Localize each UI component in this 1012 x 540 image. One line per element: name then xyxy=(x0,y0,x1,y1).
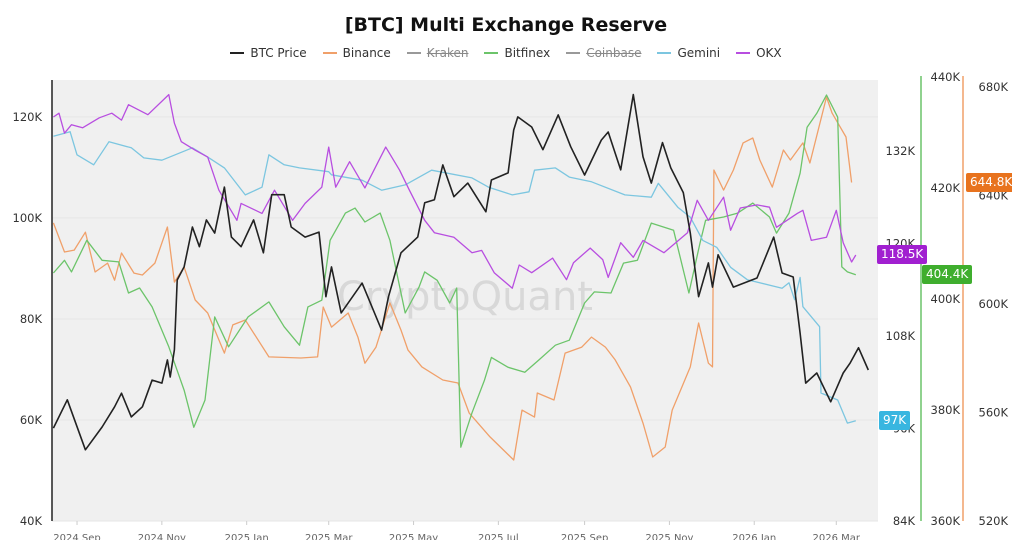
legend-swatch xyxy=(406,52,421,54)
y-tick-label-price: 40K xyxy=(20,514,43,528)
y-tick-label-binance: 600K xyxy=(979,297,1009,311)
plot-area xyxy=(52,80,878,521)
x-tick-label: 2026 Jan xyxy=(732,533,776,540)
legend-swatch xyxy=(230,52,245,54)
x-tick-label: 2025 Jul xyxy=(478,533,519,540)
x-tick-label: 2025 Mar xyxy=(305,533,353,540)
x-tick-label: 2025 Nov xyxy=(645,533,693,540)
legend-label: Gemini xyxy=(677,46,721,60)
legend-label: Coinbase xyxy=(586,46,642,60)
y-tick-label-price: 100K xyxy=(13,211,43,225)
legend-swatch xyxy=(322,52,337,54)
legend-item-btc-price[interactable]: BTC Price xyxy=(230,46,307,60)
legend-label: Bitfinex xyxy=(504,46,551,60)
y-tick-label-bitfinex: 440K xyxy=(931,70,961,84)
y-tick-label-bitfinex: 360K xyxy=(931,514,961,528)
y-tick-label-inner: 108K xyxy=(886,329,916,343)
y-tick-label-inner: 84K xyxy=(893,514,916,528)
x-tick-label: 2024 Sep xyxy=(53,533,100,540)
legend-item-kraken[interactable]: Kraken xyxy=(406,46,469,60)
chart-title: [BTC] Multi Exchange Reserve xyxy=(344,14,668,36)
y-tick-label-binance: 520K xyxy=(979,514,1009,528)
watermark: CryptoQuant xyxy=(337,274,593,320)
legend-label: OKX xyxy=(756,46,782,60)
legend-item-coinbase[interactable]: Coinbase xyxy=(566,46,641,60)
legend-swatch xyxy=(657,52,672,54)
y-tick-label-binance: 680K xyxy=(979,80,1009,94)
legend: BTC Price Binance Kraken Bitfinex Coinbase Ge… xyxy=(0,46,1012,60)
x-tick-label: 2025 Sep xyxy=(561,533,608,540)
legend-item-binance[interactable]: Binance xyxy=(322,46,391,60)
series-line-okx xyxy=(53,93,857,289)
legend-swatch xyxy=(566,52,581,54)
last-value-badge-okx: 118.5K xyxy=(877,245,928,264)
last-value-badge-binance: 644.8K xyxy=(966,172,1012,192)
legend-item-gemini[interactable]: Gemini xyxy=(657,46,720,60)
y-tick-label-inner: 132K xyxy=(886,144,916,158)
last-value-badge-gemini: 97K xyxy=(879,410,911,430)
x-tick-label: 2026 Mar xyxy=(813,533,861,540)
y-tick-label-binance: 640K xyxy=(979,189,1009,203)
legend-label: BTC Price xyxy=(250,46,307,60)
y-tick-label-price: 120K xyxy=(13,110,43,124)
x-tick-label: 2025 May xyxy=(389,533,438,540)
y-tick-label-bitfinex: 400K xyxy=(931,292,961,306)
series-line-binance xyxy=(52,96,853,461)
last-value-badge-bitfinex: 404.4K xyxy=(922,264,973,284)
x-tick-label: 2025 Jan xyxy=(225,533,269,540)
legend-item-okx[interactable]: OKX xyxy=(736,46,782,60)
legend-swatch xyxy=(736,52,751,54)
y-tick-label-bitfinex: 380K xyxy=(931,403,961,417)
legend-item-bitfinex[interactable]: Bitfinex xyxy=(484,46,550,60)
series-line-btc-price xyxy=(52,93,870,451)
y-tick-label-binance: 560K xyxy=(979,406,1009,420)
y-tick-label-bitfinex: 420K xyxy=(931,181,961,195)
y-tick-label-price: 80K xyxy=(20,312,43,326)
legend-label: Binance xyxy=(342,46,391,60)
x-tick-label: 2024 Nov xyxy=(138,533,186,540)
legend-label: Kraken xyxy=(426,46,469,60)
legend-swatch xyxy=(484,52,499,54)
y-tick-label-price: 60K xyxy=(20,413,43,427)
